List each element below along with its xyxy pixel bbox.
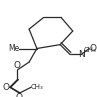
- Text: CH₃: CH₃: [83, 47, 96, 53]
- Text: O: O: [3, 83, 10, 92]
- Text: O: O: [89, 44, 96, 53]
- Text: CH₃: CH₃: [31, 84, 44, 90]
- Text: N: N: [78, 50, 85, 59]
- Text: Me: Me: [8, 44, 19, 53]
- Text: O: O: [14, 61, 21, 70]
- Text: O: O: [16, 93, 23, 97]
